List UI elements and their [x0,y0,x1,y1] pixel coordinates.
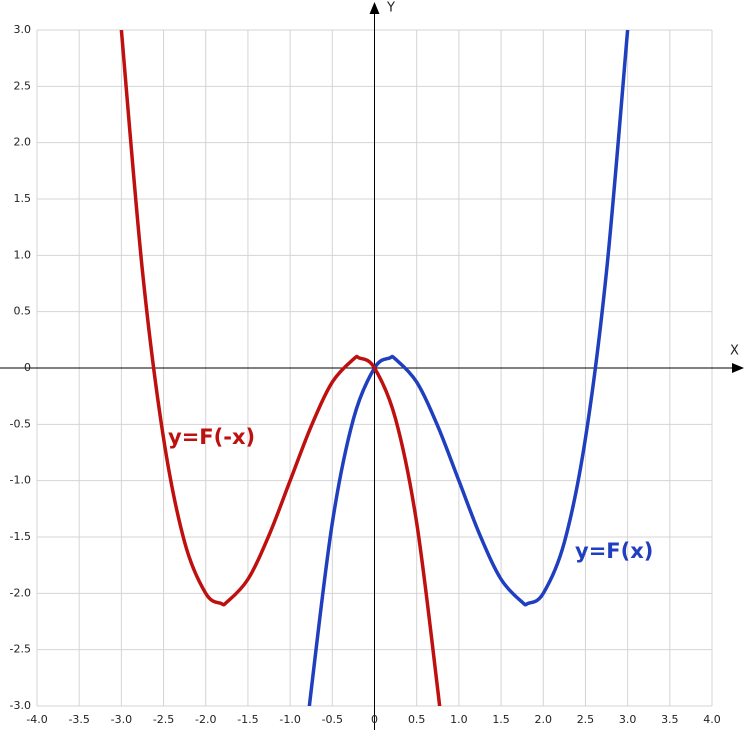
y-axis-label: Y [386,1,395,16]
x-tick-label: 2.0 [535,713,553,726]
x-tick-label: -1.0 [279,713,300,726]
y-tick-label: 1.5 [14,192,32,205]
curve [119,30,442,706]
y-arrow [369,2,380,14]
x-tick-label: -0.5 [322,713,343,726]
x-tick-label: 2.5 [577,713,595,726]
x-tick-label: 3.0 [619,713,637,726]
y-tick-label: -1.5 [10,530,31,543]
x-tick-label: 1.0 [450,713,468,726]
x-axis-label: X [730,344,739,359]
y-tick-label: -2.5 [10,643,31,656]
x-tick-label: -3.0 [111,713,132,726]
y-tick-label: 2.5 [14,79,32,92]
y-tick-label: 3.0 [14,23,32,36]
y-tick-label: 0.5 [14,305,32,318]
y-tick-label: 1.0 [14,248,32,261]
x-tick-label: 1.5 [492,713,510,726]
series-label: y=F(x) [575,539,653,563]
y-tick-label: -3.0 [10,699,31,712]
x-tick-label: -3.5 [68,713,89,726]
y-tick-label: -0.5 [10,417,31,430]
x-tick-label: -4.0 [26,713,47,726]
y-tick-label: 2.0 [14,136,32,149]
x-tick-label: 4.0 [703,713,721,726]
y-tick-label: -2.0 [10,586,31,599]
x-tick-label: -2.0 [195,713,216,726]
y-tick-label: -1.0 [10,474,31,487]
y-tick-label: 0 [24,361,31,374]
x-tick-label: -1.5 [237,713,258,726]
curve [307,30,630,706]
x-tick-label: 0 [371,713,378,726]
x-tick-label: 3.5 [661,713,679,726]
x-arrow [732,363,744,373]
x-tick-label: 0.5 [408,713,426,726]
x-tick-label: -2.5 [153,713,174,726]
series-label: y=F(-x) [168,425,255,449]
